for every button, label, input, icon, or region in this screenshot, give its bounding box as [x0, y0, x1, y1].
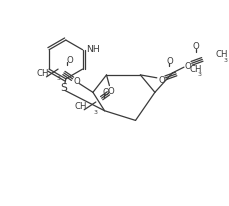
Text: CH: CH — [37, 68, 49, 77]
Text: O: O — [73, 77, 80, 86]
Text: CH: CH — [216, 50, 228, 59]
Text: O: O — [108, 87, 115, 95]
Text: 3: 3 — [94, 109, 98, 114]
Text: CH: CH — [75, 102, 87, 111]
Text: O: O — [184, 61, 191, 70]
Text: 3: 3 — [197, 72, 202, 77]
Text: CH: CH — [190, 64, 202, 73]
Text: S: S — [60, 83, 67, 93]
Text: O: O — [192, 42, 199, 51]
Text: O: O — [158, 76, 165, 85]
Text: O: O — [166, 57, 173, 66]
Text: 3: 3 — [224, 57, 228, 62]
Text: O: O — [102, 87, 109, 96]
Text: O: O — [66, 56, 73, 65]
Text: 3: 3 — [56, 76, 60, 81]
Text: NH: NH — [87, 45, 100, 54]
